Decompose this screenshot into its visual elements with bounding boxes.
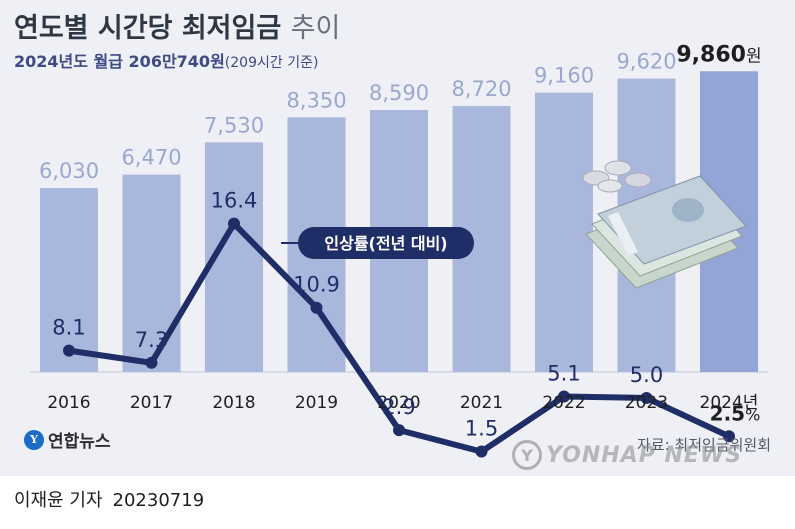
byline-name: 이재윤 기자	[14, 490, 103, 511]
rate-point	[640, 392, 653, 404]
watermark-text: YONHAP NEWS	[546, 442, 743, 468]
bar-unit-label: 원	[746, 46, 762, 66]
source-note: 자료: 최저임금위원회	[636, 436, 771, 454]
yonhap-logo-icon: Y	[24, 429, 44, 450]
x-tick-label: 2021	[460, 393, 503, 413]
money-illustration	[582, 160, 747, 289]
chart-subtitle: 2024년도 월급 206만740원(209시간 기준)	[14, 48, 318, 72]
yonhap-watermark-icon: Y	[512, 440, 542, 470]
rate-value-label: 1.5	[465, 417, 498, 441]
rate-point	[393, 424, 405, 437]
x-tick-label: 2019	[295, 393, 338, 413]
rate-value-label: 2.9	[382, 395, 415, 419]
rate-value-label: 5.0	[630, 363, 663, 387]
rate-point	[310, 301, 323, 314]
x-tick-label: 2024년	[700, 393, 759, 413]
bar-value-label: 6,470	[121, 146, 181, 170]
chart-title: 연도별 시간당 최저임금 추이	[14, 6, 340, 45]
byline: 이재윤 기자 20230719	[14, 486, 204, 512]
bar-value-label: 8,350	[286, 88, 346, 112]
rate-value-label: 2.5%	[710, 401, 761, 425]
chart-svg: 6,030 2016 6,470 2017 7,530 2018 8,350 2019 8,59…	[30, 42, 768, 458]
rate-point	[228, 217, 240, 230]
x-tick-label: 2016	[47, 393, 90, 413]
legend-callout: 인상률(전년 대비)	[281, 227, 474, 259]
bar-value-label: 9,620	[616, 50, 676, 74]
yonhap-logo: Y 연합뉴스	[24, 427, 111, 452]
byline-date: 20230719	[112, 490, 205, 511]
title-light: 추이	[290, 13, 341, 44]
watermark: Y YONHAP NEWS	[512, 440, 742, 470]
rate-point	[145, 356, 158, 369]
bar-value-label: 8,590	[369, 81, 429, 105]
rate-point	[723, 430, 735, 443]
subtitle-main: 2024년도 월급 206만740원	[14, 52, 225, 71]
bar-value-label: 6,030	[39, 159, 99, 183]
rate-value-label: 16.4	[211, 189, 258, 213]
rate-value-label: 10.9	[293, 273, 340, 297]
rate-point	[558, 390, 570, 403]
x-tick-label: 2020	[377, 393, 420, 413]
rate-value-label: 5.1	[547, 361, 580, 385]
bar	[40, 188, 98, 372]
title-main: 연도별 시간당 최저임금	[14, 13, 282, 44]
bar-value-label: 8,720	[451, 77, 511, 101]
rate-point	[475, 445, 488, 458]
bar	[535, 92, 593, 373]
bar	[122, 174, 181, 372]
x-tick-label: 2023	[625, 393, 668, 413]
x-tick-label: 2018	[212, 393, 255, 413]
chart-panel: 연도별 시간당 최저임금 추이 2024년도 월급 206만740원(209시간…	[0, 0, 795, 476]
rate-points-group	[63, 217, 735, 458]
logo-text: 연합뉴스	[48, 432, 111, 452]
rate-point	[63, 344, 75, 357]
subtitle-paren: (209시간 기준)	[224, 55, 319, 71]
labels-group: 6,030 2016 6,470 2017 7,530 2018 8,350 2019 8,59…	[39, 42, 762, 440]
rate-value-label: 7.3	[135, 328, 168, 352]
rate-unit-label: %	[745, 405, 760, 424]
rate-value-label: 8.1	[52, 316, 85, 340]
bar-value-label: 7,530	[204, 113, 264, 137]
legend-label: 인상률(전년 대비)	[324, 234, 447, 253]
x-tick-label: 2022	[542, 393, 585, 413]
bar-value-label: 9,160	[534, 64, 594, 88]
x-tick-label: 2017	[130, 393, 173, 413]
bar-value-label: 9,860원	[676, 42, 761, 67]
